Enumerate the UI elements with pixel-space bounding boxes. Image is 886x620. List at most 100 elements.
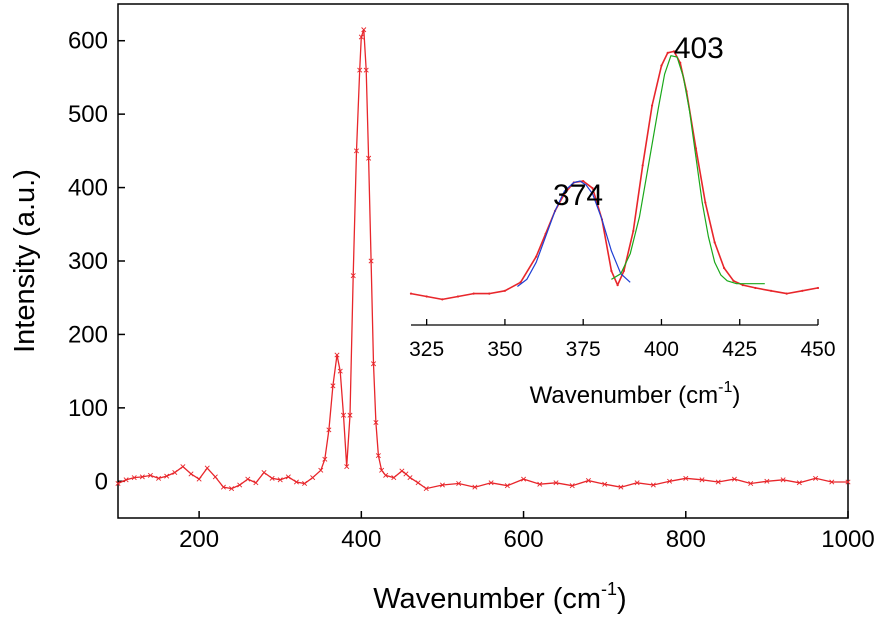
main-data-point bbox=[602, 481, 608, 487]
main-data-point bbox=[347, 412, 353, 418]
main-plot-frame bbox=[117, 3, 849, 519]
inset-data-point bbox=[622, 269, 625, 272]
main-x-tick-label: 600 bbox=[504, 526, 544, 553]
main-data-point bbox=[293, 479, 299, 485]
main-data-point bbox=[391, 475, 397, 481]
main-data-point bbox=[350, 273, 356, 279]
main-data-point bbox=[139, 474, 145, 480]
main-x-tick-label: 400 bbox=[341, 526, 381, 553]
inset-data-point bbox=[535, 255, 538, 258]
main-data-point bbox=[245, 476, 251, 482]
main-data-point bbox=[334, 352, 340, 358]
main-data-point bbox=[363, 67, 369, 73]
main-data-point bbox=[439, 482, 445, 488]
inset-data-point bbox=[816, 286, 820, 290]
main-data-point bbox=[368, 258, 374, 264]
inset-data-point bbox=[704, 201, 707, 204]
inset-data-point bbox=[722, 266, 726, 270]
main-data-point bbox=[537, 481, 543, 487]
main-x-tick-label: 1000 bbox=[821, 526, 874, 553]
main-x-axis-title-close: ) bbox=[617, 583, 627, 615]
main-data-point bbox=[634, 480, 640, 486]
inset-data-point bbox=[441, 298, 444, 301]
main-data-point bbox=[415, 480, 421, 486]
inset-data-point bbox=[632, 229, 635, 233]
inset-data-point bbox=[713, 241, 716, 244]
main-y-tick-label: 0 bbox=[95, 468, 108, 495]
main-data-point bbox=[472, 484, 478, 490]
inset-data-point bbox=[732, 279, 735, 282]
main-data-point bbox=[375, 453, 381, 459]
main-y-tick-label: 300 bbox=[68, 248, 108, 275]
main-data-point bbox=[813, 475, 819, 481]
inset-x-axis-title-sup: -1 bbox=[718, 379, 732, 396]
inset-x-axis-title: Wavenumber (cm-1) bbox=[530, 379, 741, 409]
main-data-point bbox=[569, 483, 575, 489]
main-data-point bbox=[269, 475, 275, 481]
main-y-tick-label: 100 bbox=[68, 395, 108, 422]
inset-data-point bbox=[660, 64, 663, 67]
inset-x-axis-title-text: Wavenumber (cm bbox=[530, 382, 718, 409]
inset-x-tick-label: 450 bbox=[800, 338, 835, 361]
main-data-point bbox=[123, 477, 129, 483]
inset-data-point bbox=[769, 289, 773, 292]
main-data-point bbox=[650, 482, 656, 488]
main-data-point bbox=[180, 464, 186, 470]
main-data-point bbox=[156, 475, 162, 481]
main-data-point bbox=[553, 480, 559, 486]
inset-x-tick-label: 375 bbox=[566, 338, 601, 361]
main-data-point bbox=[829, 479, 835, 485]
inset-fit-line bbox=[611, 55, 765, 285]
main-data-point bbox=[407, 475, 413, 481]
main-data-point bbox=[383, 472, 389, 478]
inset-data-point bbox=[519, 281, 522, 284]
inset-data-point bbox=[582, 179, 585, 183]
main-spectrum-line bbox=[117, 29, 848, 490]
inset-data-point bbox=[409, 292, 413, 295]
main-data-point bbox=[796, 480, 802, 486]
inset-data-point bbox=[425, 295, 428, 298]
main-data-point bbox=[361, 27, 367, 33]
main-x-tick-label: 800 bbox=[666, 526, 706, 553]
main-data-point bbox=[667, 478, 673, 484]
inset-x-tick-label: 400 bbox=[644, 338, 679, 361]
inset-series-group bbox=[409, 50, 820, 301]
main-data-point bbox=[220, 484, 226, 490]
main-x-axis-title: Wavenumber (cm-1) bbox=[373, 579, 626, 615]
main-data-point bbox=[488, 480, 494, 486]
main-data-point bbox=[340, 412, 347, 418]
main-data-point bbox=[337, 368, 343, 374]
main-data-point bbox=[357, 67, 363, 73]
inset-data-point bbox=[741, 284, 744, 287]
main-data-point bbox=[456, 480, 462, 487]
main-data-point bbox=[302, 480, 308, 487]
main-data-point bbox=[504, 483, 510, 489]
main-y-tick-label: 500 bbox=[68, 101, 108, 128]
main-data-point bbox=[764, 478, 770, 484]
main-data-point bbox=[423, 486, 429, 492]
inset-data-point bbox=[616, 284, 619, 287]
main-data-point bbox=[131, 475, 137, 481]
inset-fit-line bbox=[517, 180, 631, 287]
main-data-point bbox=[188, 471, 194, 477]
main-series-group bbox=[115, 27, 851, 492]
inset-x-axis-title-close: ) bbox=[732, 382, 740, 409]
inset-x-tick-label: 325 bbox=[409, 338, 444, 361]
main-data-point bbox=[326, 427, 332, 433]
inset-data-point bbox=[650, 104, 654, 107]
inset-data-point bbox=[641, 164, 644, 167]
main-data-point bbox=[353, 148, 359, 154]
peak-label-403: 403 bbox=[674, 32, 724, 65]
main-data-point bbox=[585, 478, 591, 484]
main-data-point bbox=[261, 469, 267, 475]
main-data-point bbox=[212, 474, 218, 480]
main-data-point bbox=[366, 155, 372, 161]
inset-data-point bbox=[591, 187, 594, 190]
inset-x-tick-label: 350 bbox=[487, 338, 522, 361]
inset-data-point bbox=[785, 292, 788, 295]
main-data-point bbox=[403, 471, 409, 477]
inset-data-point bbox=[472, 292, 475, 295]
main-data-point bbox=[379, 467, 385, 473]
main-data-point bbox=[229, 486, 235, 492]
